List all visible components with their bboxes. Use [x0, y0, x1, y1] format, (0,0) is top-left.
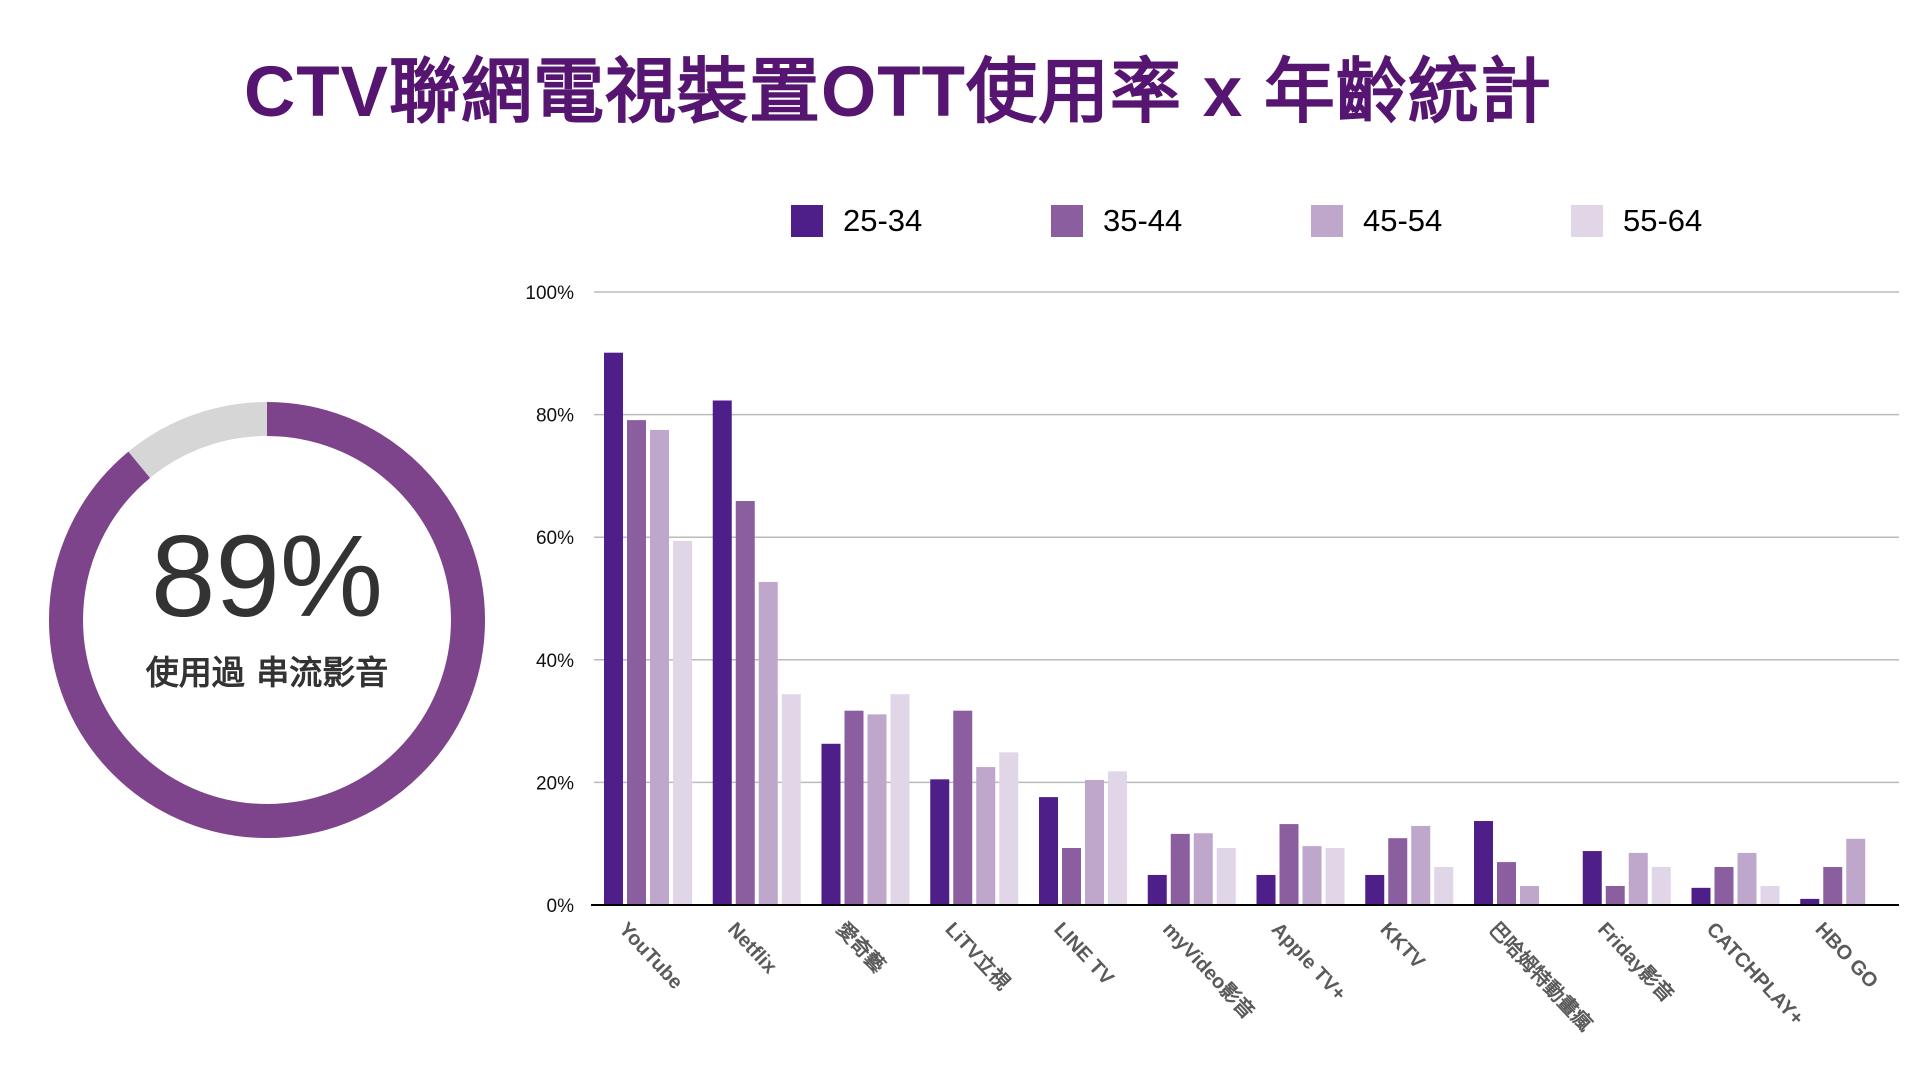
- bar-group: [1256, 824, 1345, 905]
- bar: [1039, 797, 1058, 905]
- legend-item-45-54: 45-54: [1311, 205, 1442, 237]
- bar: [1520, 885, 1539, 905]
- bar-group: [712, 400, 801, 905]
- x-category-label: 愛奇藝: [832, 917, 890, 977]
- x-category-label: HBO GO: [1811, 918, 1882, 992]
- y-tick-label: 0%: [547, 896, 575, 917]
- bar: [673, 540, 692, 905]
- bar: [604, 352, 623, 905]
- bar: [1256, 874, 1276, 905]
- y-tick-label: 20%: [536, 773, 574, 794]
- donut-percentage: 89%: [150, 511, 384, 641]
- bar-group: [1474, 821, 1539, 905]
- bar: [930, 779, 950, 905]
- bar: [1388, 838, 1408, 905]
- bar: [1193, 833, 1213, 905]
- bar: [953, 710, 973, 905]
- donut-ring: [49, 402, 485, 838]
- x-category-label: LiTV立視: [941, 917, 1015, 994]
- legend-swatch: [1571, 205, 1603, 237]
- bar: [1170, 833, 1190, 905]
- bar: [1085, 779, 1104, 905]
- x-category-label: CATCHPLAY+: [1702, 918, 1808, 1029]
- bar: [1846, 838, 1866, 905]
- bar: [1108, 771, 1127, 905]
- legend-item-35-44: 35-44: [1051, 205, 1182, 237]
- bar: [999, 752, 1019, 905]
- bar: [1651, 866, 1671, 905]
- x-category-label: Apple TV+: [1267, 918, 1350, 1005]
- x-category-label: KKTV: [1376, 918, 1430, 973]
- bar-group: [1147, 833, 1236, 905]
- bar: [890, 694, 910, 905]
- bar: [1147, 874, 1167, 905]
- bar-group: [1800, 838, 1866, 905]
- bar: [1691, 887, 1711, 905]
- x-category-label: Netflix: [723, 918, 781, 978]
- bar: [976, 767, 996, 905]
- x-category-label: 巴哈姆特動畫瘋: [1484, 917, 1597, 1036]
- bar: [1411, 825, 1431, 905]
- bar: [1823, 866, 1843, 905]
- x-category-label: myVideo影音: [1158, 917, 1259, 1023]
- bar: [867, 714, 887, 905]
- legend-swatch: [1051, 205, 1083, 237]
- donut-filled-arc: [49, 402, 485, 838]
- bar: [1365, 874, 1385, 905]
- bar-group: [821, 694, 910, 905]
- bar: [781, 694, 801, 905]
- legend-swatch: [791, 205, 823, 237]
- bar: [1800, 898, 1820, 905]
- page-title: CTV聯網電視裝置OTT使用率 x 年齡統計: [244, 53, 1552, 132]
- donut-caption: 使用過 串流影音: [145, 653, 389, 692]
- bar: [1434, 866, 1454, 905]
- legend-item-55-64: 55-64: [1571, 205, 1702, 237]
- legend-item-25-34: 25-34: [791, 205, 922, 237]
- bar: [1737, 852, 1757, 905]
- bar: [1474, 821, 1493, 905]
- legend-label: 35-44: [1103, 203, 1183, 238]
- x-category-label: LINE TV: [1049, 918, 1118, 990]
- bar-group: [1365, 825, 1454, 905]
- bar: [735, 501, 755, 905]
- bar: [1582, 851, 1602, 905]
- bar: [1628, 852, 1648, 905]
- chart-legend: 25-34 35-44 45-54 55-64: [0, 0, 1920, 237]
- usage-donut: 89% 使用過 串流影音: [40, 393, 494, 847]
- x-category-label: Friday影音: [1593, 917, 1679, 1007]
- y-tick-label: 100%: [525, 283, 574, 304]
- bar: [650, 429, 669, 905]
- bar-group: [930, 710, 1019, 905]
- bar: [1605, 885, 1625, 905]
- bar: [1279, 824, 1299, 905]
- legend-label: 25-34: [843, 203, 923, 238]
- legend-label: 45-54: [1363, 203, 1443, 238]
- bar: [758, 581, 778, 905]
- bar: [1302, 846, 1322, 905]
- y-tick-label: 60%: [536, 528, 574, 549]
- y-tick-label: 80%: [536, 406, 574, 427]
- x-category-label: YouTube: [614, 918, 686, 993]
- bar-group: [1039, 771, 1127, 905]
- bar: [1497, 862, 1516, 905]
- bar: [1325, 847, 1345, 905]
- bar: [712, 400, 732, 905]
- y-tick-label: 40%: [536, 651, 574, 672]
- bar: [1760, 885, 1780, 905]
- legend-label: 55-64: [1623, 203, 1703, 238]
- bar-group: [1691, 852, 1780, 905]
- bar-group: [1582, 851, 1671, 905]
- bar: [1062, 847, 1081, 905]
- bar: [627, 420, 646, 905]
- bar: [844, 710, 864, 905]
- bar: [821, 743, 841, 905]
- bar-group: [604, 352, 692, 905]
- bar: [1714, 866, 1734, 905]
- bar: [1216, 847, 1236, 905]
- legend-swatch: [1311, 205, 1343, 237]
